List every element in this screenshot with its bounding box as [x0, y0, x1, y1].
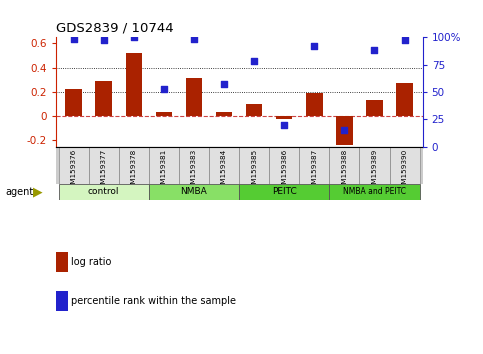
Bar: [299, 147, 329, 184]
Bar: [216, 113, 232, 116]
Point: [341, 127, 348, 133]
Bar: [209, 147, 239, 184]
Text: agent: agent: [6, 187, 34, 197]
Bar: [239, 147, 269, 184]
Text: NMBA: NMBA: [181, 187, 207, 196]
Bar: [89, 147, 119, 184]
Point: [130, 34, 138, 40]
Text: GSM159383: GSM159383: [191, 148, 197, 193]
Bar: [336, 116, 353, 145]
Text: control: control: [88, 187, 119, 196]
Text: GSM159389: GSM159389: [371, 148, 378, 193]
Bar: [366, 100, 383, 116]
Bar: [58, 184, 149, 200]
Point: [401, 38, 409, 43]
Text: NMBA and PEITC: NMBA and PEITC: [343, 187, 406, 196]
Text: GSM159377: GSM159377: [100, 148, 107, 193]
Bar: [96, 81, 112, 116]
Bar: [239, 184, 329, 200]
Bar: [276, 116, 293, 119]
Text: GSM159378: GSM159378: [131, 148, 137, 193]
Bar: [65, 90, 82, 116]
Point: [220, 81, 228, 87]
Bar: [329, 184, 420, 200]
Point: [70, 36, 77, 42]
Bar: [119, 147, 149, 184]
Point: [311, 43, 318, 49]
Text: ▶: ▶: [33, 185, 43, 198]
Point: [100, 38, 108, 43]
Point: [190, 36, 198, 42]
Bar: [246, 104, 262, 116]
Bar: [185, 79, 202, 116]
Bar: [359, 147, 389, 184]
Text: GDS2839 / 10744: GDS2839 / 10744: [56, 22, 173, 35]
Point: [160, 86, 168, 91]
Text: GSM159381: GSM159381: [161, 148, 167, 193]
Text: GSM159390: GSM159390: [401, 148, 408, 193]
Text: GSM159384: GSM159384: [221, 148, 227, 193]
Point: [250, 58, 258, 64]
Bar: [179, 147, 209, 184]
Bar: [306, 93, 323, 116]
Bar: [269, 147, 299, 184]
Bar: [149, 147, 179, 184]
Bar: [329, 147, 359, 184]
Text: PEITC: PEITC: [272, 187, 297, 196]
Bar: [389, 147, 420, 184]
Text: GSM159385: GSM159385: [251, 148, 257, 193]
Text: GSM159386: GSM159386: [281, 148, 287, 193]
Bar: [156, 113, 172, 116]
Bar: [396, 83, 413, 116]
Point: [280, 122, 288, 127]
Text: GSM159387: GSM159387: [312, 148, 317, 193]
Text: percentile rank within the sample: percentile rank within the sample: [71, 296, 236, 306]
Bar: [149, 184, 239, 200]
Text: log ratio: log ratio: [71, 257, 112, 267]
Text: GSM159388: GSM159388: [341, 148, 347, 193]
Bar: [126, 53, 142, 116]
Point: [370, 47, 378, 53]
Bar: [58, 147, 89, 184]
Text: GSM159376: GSM159376: [71, 148, 77, 193]
